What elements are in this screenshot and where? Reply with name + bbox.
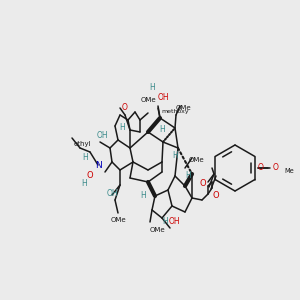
Text: O: O xyxy=(87,170,93,179)
Text: H: H xyxy=(159,125,165,134)
Text: OMe: OMe xyxy=(110,217,126,223)
Text: ethyl: ethyl xyxy=(73,141,91,147)
Text: H: H xyxy=(140,191,146,200)
Text: H: H xyxy=(81,179,87,188)
Text: O: O xyxy=(200,178,206,188)
Text: H: H xyxy=(82,154,88,163)
Text: H: H xyxy=(172,151,178,160)
Text: H: H xyxy=(185,170,191,179)
Text: H: H xyxy=(119,124,125,133)
Text: OH: OH xyxy=(96,130,108,140)
Text: OMe: OMe xyxy=(149,227,165,233)
Text: N: N xyxy=(94,160,101,169)
Text: methoxy: methoxy xyxy=(161,110,189,115)
Text: Me: Me xyxy=(284,168,294,174)
Text: H: H xyxy=(162,218,168,226)
Text: OH: OH xyxy=(168,218,180,226)
Text: O: O xyxy=(273,164,279,172)
Text: OMe: OMe xyxy=(140,97,156,103)
Text: H: H xyxy=(149,83,155,92)
Text: OMe: OMe xyxy=(188,157,204,163)
Text: OH: OH xyxy=(106,190,118,199)
Text: O: O xyxy=(122,103,128,112)
Text: OMe: OMe xyxy=(175,105,191,111)
Text: OH: OH xyxy=(157,94,169,103)
Text: O: O xyxy=(213,191,219,200)
Text: O: O xyxy=(258,164,264,172)
